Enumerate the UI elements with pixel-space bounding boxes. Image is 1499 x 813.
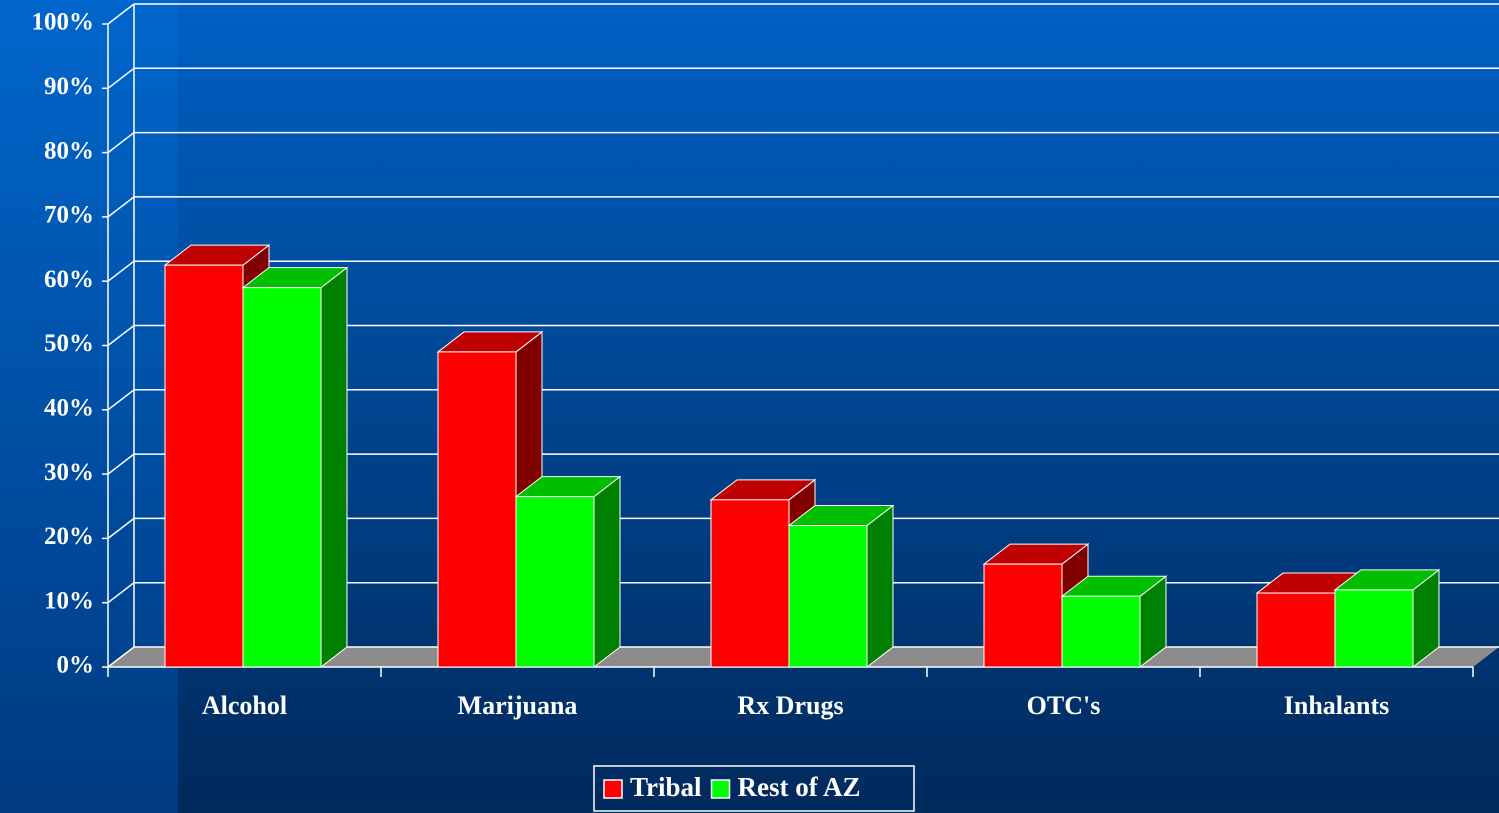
y-tick-label: 10% bbox=[44, 587, 94, 614]
wall-grid-line bbox=[107, 132, 135, 154]
bar-side bbox=[320, 266, 348, 669]
bar bbox=[1061, 595, 1141, 668]
wall-grid-line bbox=[107, 517, 135, 539]
y-tick-label: 30% bbox=[44, 459, 94, 486]
bar-side bbox=[593, 475, 621, 669]
y-tick-label: 90% bbox=[44, 73, 94, 100]
y-tick-label: 60% bbox=[44, 266, 94, 293]
y-tick-label: 0% bbox=[57, 652, 95, 679]
wall-grid-line bbox=[107, 389, 135, 411]
legend-label: Rest of AZ bbox=[738, 772, 861, 802]
wall-grid-line bbox=[107, 646, 135, 668]
y-tick-label: 80% bbox=[44, 137, 94, 164]
bar bbox=[437, 351, 517, 668]
wall-grid-line bbox=[107, 260, 135, 282]
legend-box bbox=[593, 765, 915, 812]
background-strip bbox=[0, 0, 178, 813]
bar bbox=[983, 563, 1063, 668]
wall-grid-line bbox=[107, 582, 135, 604]
wall-grid-line bbox=[107, 67, 135, 89]
bar bbox=[515, 496, 595, 668]
x-tick-label: OTC's bbox=[1027, 691, 1101, 720]
bar bbox=[788, 525, 868, 668]
bar bbox=[710, 499, 790, 668]
x-tick-label: Rx Drugs bbox=[737, 691, 843, 720]
wall-grid-line bbox=[107, 324, 135, 347]
x-tick-label: Marijuana bbox=[458, 691, 578, 720]
bar bbox=[242, 287, 322, 668]
legend-swatch bbox=[710, 779, 731, 799]
x-tick-label: Inhalants bbox=[1284, 691, 1390, 720]
legend-label: Tribal bbox=[630, 772, 702, 802]
y-tick-label: 50% bbox=[44, 330, 94, 357]
x-tick-label: Alcohol bbox=[202, 691, 287, 720]
bar bbox=[1334, 589, 1414, 668]
bar bbox=[1256, 592, 1336, 668]
y-tick-label: 20% bbox=[44, 523, 94, 550]
wall-grid-line bbox=[107, 453, 135, 475]
wall-grid-line bbox=[107, 196, 135, 218]
legend-swatch bbox=[603, 779, 623, 799]
y-tick-label: 40% bbox=[44, 395, 94, 422]
y-tick-label: 70% bbox=[44, 202, 94, 229]
y-tick-label: 100% bbox=[32, 9, 95, 36]
wall-grid-line bbox=[107, 3, 135, 25]
bar-side bbox=[866, 504, 894, 669]
bar bbox=[164, 264, 244, 668]
